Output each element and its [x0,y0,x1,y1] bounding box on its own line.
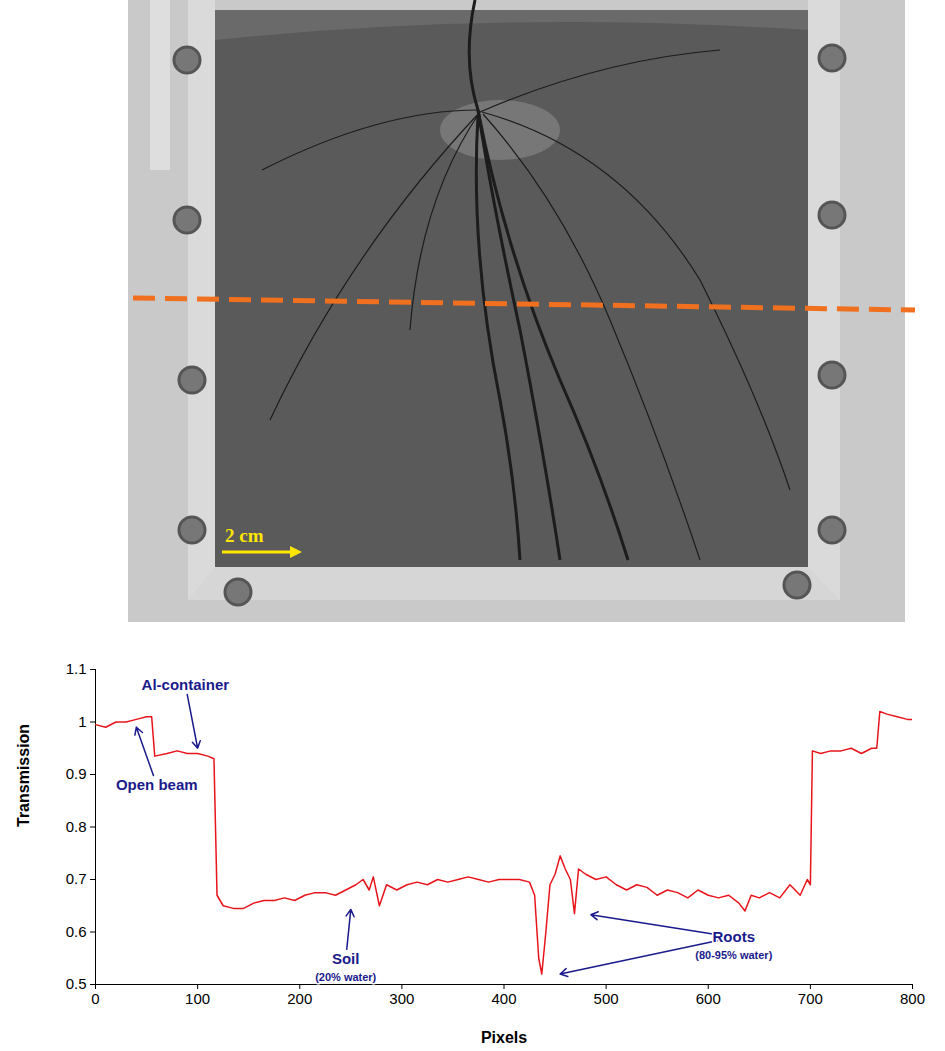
svg-text:(20% water): (20% water) [315,971,376,983]
svg-text:0.7: 0.7 [66,870,87,887]
svg-text:Soil: Soil [332,950,360,967]
svg-text:1: 1 [78,713,86,730]
svg-text:0.9: 0.9 [66,765,87,782]
svg-text:100: 100 [185,990,210,1007]
svg-text:400: 400 [491,990,516,1007]
svg-text:800: 800 [900,990,925,1007]
svg-text:0.8: 0.8 [66,818,87,835]
svg-text:Al-container: Al-container [142,676,230,693]
svg-text:700: 700 [798,990,823,1007]
svg-text:Transmission: Transmission [15,724,32,827]
svg-text:Open beam: Open beam [116,776,198,793]
svg-text:2 cm: 2 cm [225,525,264,546]
svg-text:500: 500 [594,990,619,1007]
svg-text:0.6: 0.6 [66,923,87,940]
svg-text:600: 600 [696,990,721,1007]
svg-text:200: 200 [287,990,312,1007]
svg-text:Roots: Roots [713,928,756,945]
svg-text:1.1: 1.1 [66,660,87,677]
svg-text:0.5: 0.5 [66,975,87,992]
svg-text:(80-95% water): (80-95% water) [695,949,772,961]
svg-text:Pixels: Pixels [481,1029,527,1046]
svg-text:300: 300 [389,990,414,1007]
svg-text:0: 0 [91,990,99,1007]
